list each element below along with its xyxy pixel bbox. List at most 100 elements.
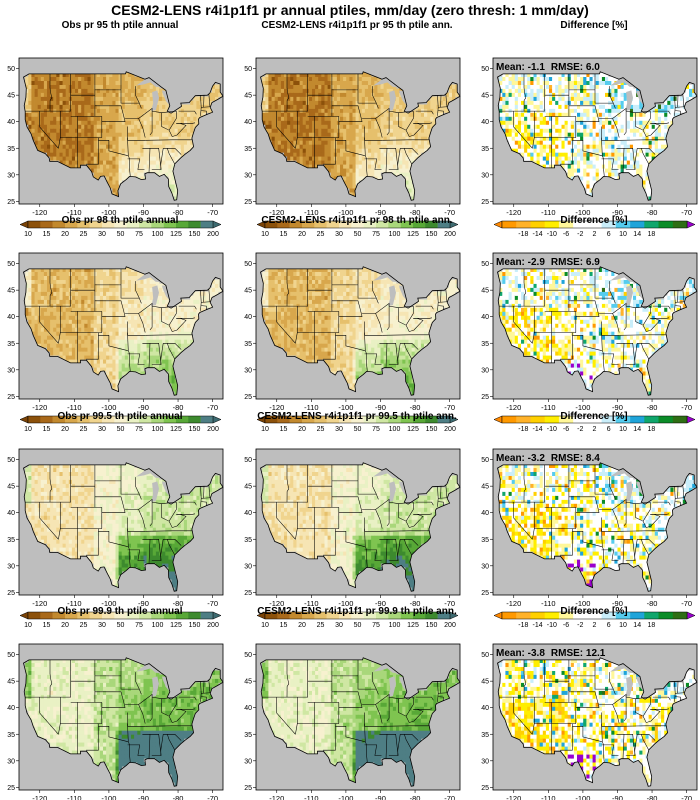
colorbar-label: 150	[189, 426, 201, 433]
map-frame	[492, 448, 698, 596]
lake-mask	[136, 663, 162, 674]
colorbar-label: -10	[547, 231, 557, 238]
obs-panel: Obs pr 95 th ptile annual -120 -110 -100 -90…	[0, 20, 224, 238]
lat-tick-label: 25	[7, 394, 15, 401]
colorbar-swatch	[314, 416, 327, 423]
colorbar: -18 -14 -10 -6 -2 2 6 10 14 18	[493, 415, 696, 433]
lon-tick-label: -100	[338, 599, 353, 608]
diff-stats: Mean: -3.2 RMSE: 8.4	[496, 453, 600, 464]
diff-stats: Mean: -2.9 RMSE: 6.9	[496, 257, 600, 268]
colorbar-label: 30	[98, 622, 106, 629]
lon-tick-label: -110	[541, 403, 555, 412]
colorbar-swatch	[630, 612, 645, 619]
lat-tick-label: 35	[481, 537, 489, 544]
lat-tick-label: 35	[7, 537, 15, 544]
colorbar-swatch	[188, 221, 201, 228]
colorbar-label: 150	[426, 622, 438, 629]
lake-mask	[403, 497, 419, 504]
colorbar-label: 200	[444, 622, 456, 629]
colorbar: -18 -14 -10 -6 -2 2 6 10 14 18	[493, 611, 696, 629]
lon-tick-label: -70	[207, 794, 218, 800]
colorbar-swatch	[139, 416, 152, 423]
colorbar-swatch	[587, 612, 602, 619]
colorbar-swatch	[65, 221, 78, 228]
lat-tick-label: 25	[481, 199, 489, 206]
colorbar-swatch	[363, 612, 377, 619]
colorbar-swatch	[126, 416, 140, 423]
colorbar-swatch	[302, 416, 315, 423]
model-panel: CESM2-LENS r4i1p1f1 pr 99.9 th ptile ann…	[237, 606, 461, 800]
colorbar-label: 15	[43, 622, 51, 629]
colorbar-label: -14	[533, 622, 543, 629]
colorbar-swatch	[558, 612, 574, 619]
colorbar-label: -10	[547, 426, 557, 433]
colorbar-swatch	[277, 612, 290, 619]
lat-tick-label: 30	[7, 758, 15, 765]
state-boundaries	[499, 73, 685, 177]
lake-mask	[625, 285, 633, 307]
colorbar-swatch	[114, 612, 127, 619]
map-frame	[18, 448, 224, 596]
coastline	[260, 657, 461, 787]
colorbar-swatch	[516, 221, 531, 228]
obs-map: -120-110-100-90-80-702530354045501015202…	[7, 643, 224, 800]
lake-mask	[166, 497, 182, 504]
colorbar-swatch	[40, 221, 53, 228]
model-panel: CESM2-LENS r4i1p1f1 pr 99.5 th ptile ann…	[237, 411, 461, 629]
colorbar: -18 -14 -10 -6 -2 2 6 10 14 18	[493, 220, 696, 238]
colorbar-label: 20	[61, 426, 69, 433]
colorbar-swatch	[425, 612, 438, 619]
field-cells	[25, 463, 222, 592]
lake-mask	[610, 468, 636, 479]
lake-mask	[151, 90, 159, 112]
colorbar-label: 2	[593, 426, 597, 433]
lat-tick-label: 45	[244, 288, 252, 295]
lon-tick-label: -70	[681, 599, 692, 608]
colorbar-label: 100	[389, 622, 401, 629]
diff-panel-title: Difference [%]	[560, 215, 628, 226]
colorbar-label: 150	[426, 426, 438, 433]
diff-panel: Difference [%] -120 -110 -100 -90 -80 -70 25 30 3…	[474, 20, 698, 238]
lake-mask	[610, 272, 636, 283]
coastline	[23, 71, 224, 201]
colorbar-swatch	[326, 612, 340, 619]
colorbar-swatch	[277, 416, 290, 423]
lon-tick-label: -110	[541, 208, 555, 217]
diff-panel-title: Difference [%]	[560, 606, 628, 617]
lat-tick-label: 40	[244, 119, 252, 126]
lon-tick-label: -100	[575, 403, 590, 412]
obs-panel: Obs pr 98 th ptile annual -120 -110 -100 -90…	[0, 215, 224, 433]
lon-tick-label: -90	[138, 599, 149, 608]
colorbar-swatch	[530, 221, 545, 228]
model-map: -120-110-100-90-80-702530354045501015202…	[244, 643, 461, 800]
colorbar-label: 30	[335, 622, 343, 629]
map-frame	[492, 643, 698, 791]
colorbar-label: 125	[170, 426, 182, 433]
lon-tick-label: -70	[444, 403, 455, 412]
colorbar-swatch	[302, 612, 315, 619]
colorbar-label: 6	[607, 231, 611, 238]
lat-tick-label: 40	[244, 510, 252, 517]
lon-tick-label: -90	[612, 599, 623, 608]
map-frame	[492, 57, 698, 205]
lake-mask	[166, 692, 182, 699]
diff-rmse-label: RMSE: 6.9	[551, 257, 600, 268]
lon-tick-label: -80	[173, 208, 184, 217]
lake-mask	[636, 90, 645, 106]
figure-title: CESM2-LENS r4i1p1f1 pr annual ptiles, mm…	[111, 2, 589, 18]
lake-mask	[640, 301, 656, 308]
lake-mask	[399, 285, 408, 301]
lat-tick-label: 30	[244, 758, 252, 765]
lon-tick-label: -100	[338, 208, 353, 217]
colorbar-label: 125	[407, 426, 419, 433]
colorbar-label: 75	[135, 426, 143, 433]
lat-tick-label: 40	[7, 705, 15, 712]
model-panel-title: CESM2-LENS r4i1p1f1 pr 95 th ptile ann.	[261, 20, 453, 31]
colorbar-label: 10	[261, 231, 269, 238]
colorbar-label: 100	[389, 231, 401, 238]
colorbar-swatch	[630, 221, 645, 228]
map-frame	[492, 252, 698, 400]
colorbar-swatch	[139, 612, 152, 619]
lat-tick-label: 45	[244, 93, 252, 100]
lon-tick-label: -110	[67, 208, 81, 217]
